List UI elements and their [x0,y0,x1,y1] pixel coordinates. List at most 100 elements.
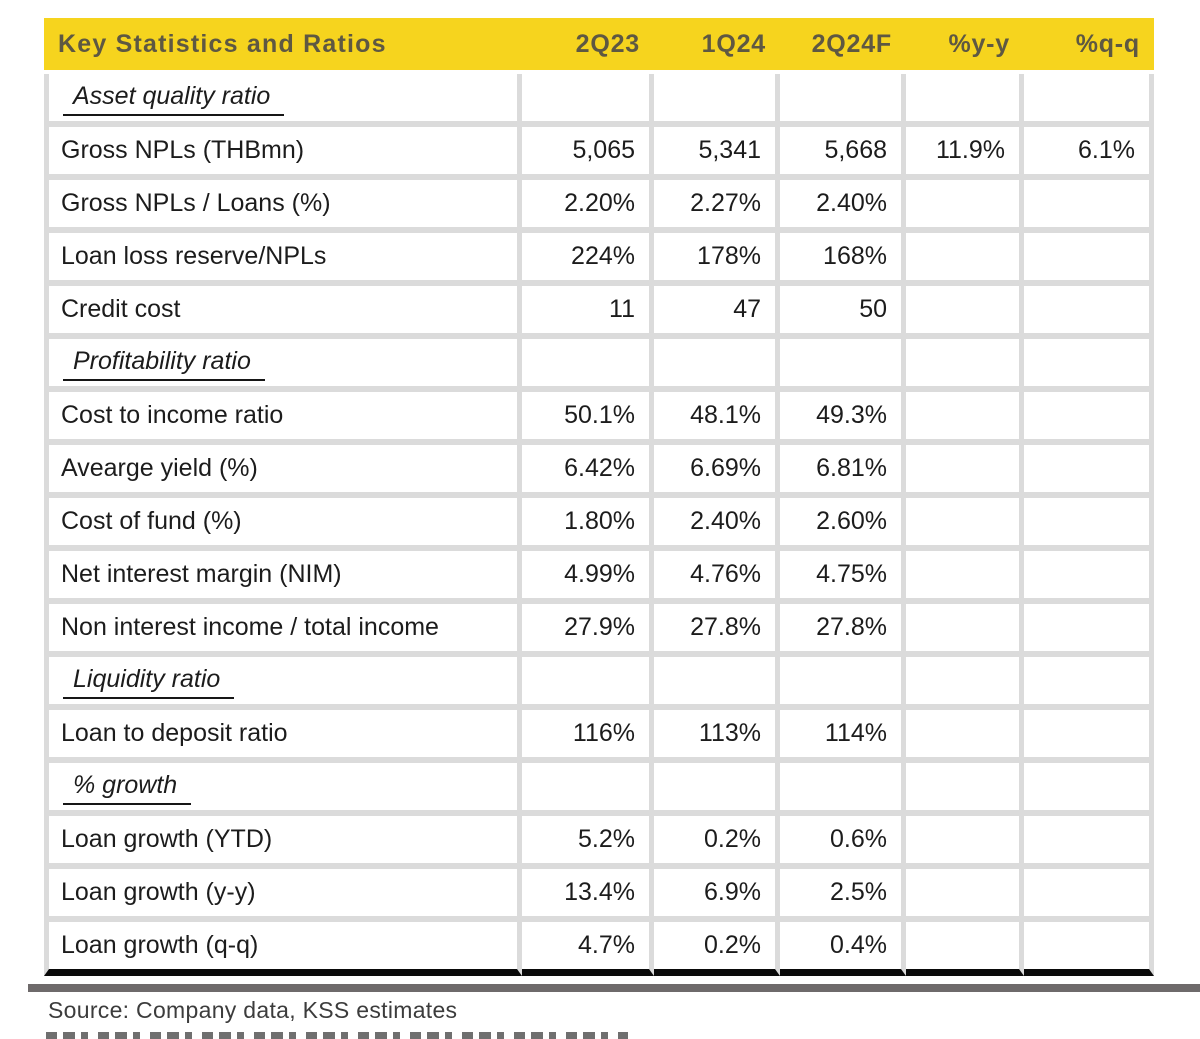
section-label: Asset quality ratio [63,80,285,116]
value-cell: 6.69% [654,445,780,498]
table-header-row: Key Statistics and Ratios 2Q23 1Q24 2Q24F%… [44,18,1154,74]
row-label-cell: Credit cost [44,286,522,339]
value-cell [1024,286,1154,339]
section-label: Profitability ratio [63,345,265,381]
value-cell [654,74,780,127]
value-cell [1024,74,1154,127]
data-row: Gross NPLs / Loans (%) 2.20% 2.27% 2.40% [44,180,1154,233]
clipped-text-artifact [46,1032,628,1039]
column-header: 1Q24 [654,18,780,74]
value-cell: 6.81% [780,445,906,498]
column-header: %y-y [906,18,1024,74]
value-cell [1024,498,1154,551]
value-cell: 178% [654,233,780,286]
value-cell: 11.9% [906,127,1024,180]
value-cell: 114% [780,710,906,763]
table-body: Asset quality ratio Gross NPLs (THBmn) 5,0… [44,74,1154,976]
value-cell [906,816,1024,869]
value-cell: 6.9% [654,869,780,922]
value-cell [1024,551,1154,604]
value-cell [1024,922,1154,976]
value-cell [1024,710,1154,763]
value-cell [906,922,1024,976]
value-cell [654,339,780,392]
column-header: %q-q [1024,18,1154,74]
data-row: Cost to income ratio 50.1% 48.1% 49.3% [44,392,1154,445]
data-row: Net interest margin (NIM) 4.99% 4.76% 4.75% [44,551,1154,604]
row-label-cell: Loan growth (y-y) [44,869,522,922]
value-cell: 113% [654,710,780,763]
value-cell: 2.27% [654,180,780,233]
value-cell [906,498,1024,551]
data-row: Credit cost 11 47 50 [44,286,1154,339]
section-row: Liquidity ratio [44,657,1154,710]
section-label-cell: % growth [44,763,522,816]
row-label-cell: Loan loss reserve/NPLs [44,233,522,286]
column-header: 2Q24F [780,18,906,74]
value-cell [522,763,654,816]
value-cell: 2.60% [780,498,906,551]
value-cell [906,339,1024,392]
value-cell [1024,445,1154,498]
row-label-cell: Gross NPLs (THBmn) [44,127,522,180]
value-cell [1024,604,1154,657]
value-cell: 4.7% [522,922,654,976]
value-cell: 13.4% [522,869,654,922]
data-row: Loan growth (q-q) 4.7% 0.2% 0.4% [44,922,1154,976]
value-cell [906,286,1024,339]
value-cell: 2.20% [522,180,654,233]
value-cell [1024,763,1154,816]
row-label-cell: Net interest margin (NIM) [44,551,522,604]
value-cell: 0.2% [654,816,780,869]
value-cell: 116% [522,710,654,763]
value-cell [906,710,1024,763]
value-cell: 49.3% [780,392,906,445]
row-label-cell: Loan to deposit ratio [44,710,522,763]
section-row: Profitability ratio [44,339,1154,392]
value-cell [906,551,1024,604]
value-cell [906,233,1024,286]
column-header: 2Q23 [522,18,654,74]
value-cell: 0.4% [780,922,906,976]
value-cell [780,74,906,127]
value-cell: 48.1% [654,392,780,445]
value-cell: 2.40% [654,498,780,551]
value-cell [906,869,1024,922]
value-cell [654,657,780,710]
value-cell: 6.1% [1024,127,1154,180]
value-cell [906,763,1024,816]
value-cell: 0.2% [654,922,780,976]
value-cell: 1.80% [522,498,654,551]
value-cell: 0.6% [780,816,906,869]
table-title: Key Statistics and Ratios [44,18,522,74]
value-cell: 11 [522,286,654,339]
value-cell: 2.5% [780,869,906,922]
source-note: Source: Company data, KSS estimates [48,997,458,1023]
value-cell [522,74,654,127]
value-cell [780,339,906,392]
value-cell: 224% [522,233,654,286]
value-cell [1024,233,1154,286]
value-cell [1024,869,1154,922]
value-cell: 27.9% [522,604,654,657]
value-cell: 4.76% [654,551,780,604]
value-cell [522,339,654,392]
row-label-cell: Cost of fund (%) [44,498,522,551]
section-row: % growth [44,763,1154,816]
value-cell: 27.8% [780,604,906,657]
section-label-cell: Asset quality ratio [44,74,522,127]
value-cell: 4.99% [522,551,654,604]
value-cell [906,445,1024,498]
divider-bar [28,984,1200,992]
data-row: Gross NPLs (THBmn) 5,065 5,341 5,668 11.9% 6.… [44,127,1154,180]
value-cell: 50 [780,286,906,339]
data-row: Loan growth (YTD) 5.2% 0.2% 0.6% [44,816,1154,869]
value-cell: 27.8% [654,604,780,657]
value-cell [906,604,1024,657]
value-cell: 168% [780,233,906,286]
value-cell [906,180,1024,233]
row-label-cell: Non interest income / total income [44,604,522,657]
data-row: Avearge yield (%) 6.42% 6.69% 6.81% [44,445,1154,498]
data-row: Loan to deposit ratio 116% 113% 114% [44,710,1154,763]
